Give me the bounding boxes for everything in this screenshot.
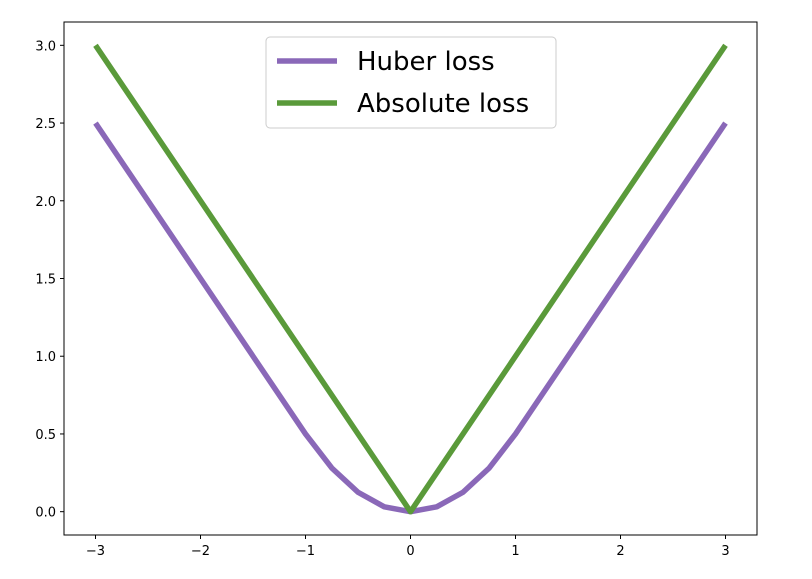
series-layer <box>93 43 728 515</box>
x-tick-label: −2 <box>191 544 210 559</box>
y-tick-label: 1.5 <box>35 273 56 288</box>
legend-label-1: Absolute loss <box>357 89 529 119</box>
y-tick-label: 3.0 <box>35 39 56 54</box>
x-tick-label: −3 <box>86 544 105 559</box>
y-axis: 0.0 0.5 1.0 1.5 2.0 2.5 3.0 <box>35 39 64 521</box>
y-tick-label: 2.0 <box>35 195 56 210</box>
y-tick-label: 2.5 <box>35 117 56 132</box>
legend: Huber loss Absolute loss <box>265 36 557 129</box>
series-line-1 <box>93 43 728 515</box>
x-axis: −3 −2 −1 0 1 2 3 <box>86 535 730 559</box>
x-tick-label: 3 <box>721 544 729 559</box>
x-tick-label: −1 <box>296 544 315 559</box>
legend-label-0: Huber loss <box>357 47 495 77</box>
x-tick-label: 2 <box>616 544 624 559</box>
legend-box <box>265 36 557 129</box>
x-tick-label: 0 <box>406 544 414 559</box>
x-tick-label: 1 <box>511 544 519 559</box>
y-tick-label: 0.0 <box>35 506 56 521</box>
y-tick-label: 1.0 <box>35 350 56 365</box>
y-tick-label: 0.5 <box>35 428 56 443</box>
